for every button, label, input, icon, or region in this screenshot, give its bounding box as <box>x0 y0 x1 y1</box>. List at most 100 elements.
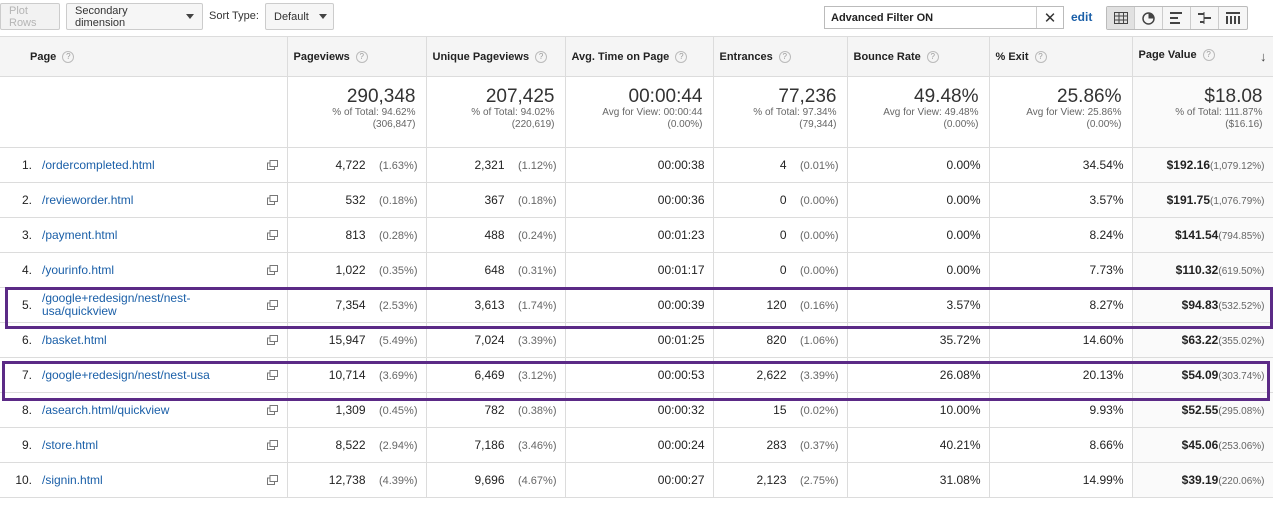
exit-cell: 14.60% <box>989 322 1133 358</box>
cell-value: $110.32 <box>1175 263 1219 277</box>
page-link[interactable]: /ordercompleted.html <box>42 157 155 172</box>
help-icon[interactable]: ? <box>1034 50 1047 63</box>
pageviews-cell: 10,714 (3.69%) <box>287 357 427 393</box>
table-view-icon[interactable] <box>1107 7 1135 29</box>
total-exit: 25.86% Avg for View: 25.86% (0.00%) <box>989 76 1133 148</box>
table-row: 1. /ordercompleted.html 4,722 (1.63%) 2,321 (… <box>0 147 1273 183</box>
page-link[interactable]: /yourinfo.html <box>42 262 115 277</box>
entrances-cell: 0 (0.00%) <box>713 182 848 218</box>
sort-type-dropdown[interactable]: Default <box>265 3 334 30</box>
comparison-view-icon[interactable] <box>1191 7 1219 29</box>
total-note: (79,344) <box>799 119 837 130</box>
pie-view-icon[interactable] <box>1135 7 1163 29</box>
unique-pageviews-cell: 7,186 (3.46%) <box>426 427 566 463</box>
edit-filter-link[interactable]: edit <box>1071 10 1093 24</box>
cell-percent: (0.28%) <box>378 230 418 242</box>
col-header-exit[interactable]: % Exit? <box>989 36 1133 77</box>
pageviews-cell: 8,522 (2.94%) <box>287 427 427 463</box>
page-link[interactable]: /basket.html <box>42 332 107 347</box>
open-page-icon[interactable] <box>266 299 278 310</box>
cell-value: $39.19 <box>1181 473 1219 487</box>
row-index: 3. <box>21 228 32 242</box>
cell-value: 782 <box>484 403 505 417</box>
page-value-cell: $39.19(220.06%) <box>1132 462 1273 498</box>
open-page-icon[interactable] <box>266 439 278 450</box>
total-note: (0.00%) <box>667 119 703 130</box>
col-header-bounce-rate[interactable]: Bounce Rate? <box>847 36 990 77</box>
sort-type-value: Default <box>274 10 309 23</box>
cell-value: 31.08% <box>939 473 981 487</box>
page-link[interactable]: /google+redesign/nest/nest-usa <box>42 367 210 382</box>
advanced-filter-field[interactable]: Advanced Filter ON ✕ <box>824 6 1064 29</box>
page-link[interactable]: /revieworder.html <box>42 192 134 207</box>
cell-value: $63.22 <box>1181 333 1219 347</box>
page-link[interactable]: /asearch.html/quickview <box>42 402 170 417</box>
help-icon[interactable]: ? <box>675 50 688 63</box>
chevron-down-icon <box>186 14 194 19</box>
help-icon[interactable]: ? <box>62 50 75 63</box>
cell-value: 7,354 <box>335 298 366 312</box>
open-page-icon[interactable] <box>266 194 278 205</box>
open-page-icon[interactable] <box>266 334 278 345</box>
avg-time-cell: 00:00:24 <box>565 427 714 463</box>
open-page-icon[interactable] <box>266 264 278 275</box>
sort-descending-icon[interactable]: ↓ <box>1260 49 1267 64</box>
page-link[interactable]: /store.html <box>42 437 99 452</box>
cell-value: $54.09 <box>1181 368 1219 382</box>
col-header-unique-pageviews[interactable]: Unique Pageviews? <box>426 36 566 77</box>
bounce-rate-cell: 0.00% <box>847 217 990 253</box>
plot-rows-button[interactable]: Plot Rows <box>0 3 60 30</box>
total-value: 00:00:44 <box>628 86 703 107</box>
page-link[interactable]: /signin.html <box>42 472 103 487</box>
col-header-page[interactable]: Page? <box>0 36 288 77</box>
page-value-cell: $45.06(253.06%) <box>1132 427 1273 463</box>
row-index: 4. <box>21 263 32 277</box>
help-icon[interactable]: ? <box>355 50 368 63</box>
page-cell: 10. /signin.html <box>0 462 288 498</box>
cell-percent: (1.12%) <box>517 160 557 172</box>
report-toolbar: Plot Rows Secondary dimension Sort Type:… <box>0 0 1273 36</box>
bounce-rate-cell: 0.00% <box>847 147 990 183</box>
cell-value: 3,613 <box>474 298 505 312</box>
avg-time-cell: 00:01:23 <box>565 217 714 253</box>
open-page-icon[interactable] <box>266 369 278 380</box>
open-page-icon[interactable] <box>266 474 278 485</box>
exit-cell: 8.27% <box>989 287 1133 323</box>
unique-pageviews-cell: 782 (0.38%) <box>426 392 566 428</box>
cell-percent: (2.75%) <box>799 475 839 487</box>
total-note: % of Total: 111.87% <box>1175 107 1263 118</box>
page-value-cell: $94.83(532.52%) <box>1132 287 1273 323</box>
pageviews-cell: 12,738 (4.39%) <box>287 462 427 498</box>
cell-value: 00:00:53 <box>657 368 705 382</box>
col-header-page-value[interactable]: Page Value? ↓ <box>1132 36 1273 77</box>
total-value: 207,425 <box>485 86 555 107</box>
help-icon[interactable]: ? <box>778 50 791 63</box>
help-icon[interactable]: ? <box>1202 49 1215 61</box>
secondary-dimension-dropdown[interactable]: Secondary dimension <box>66 3 203 30</box>
col-header-avg-time[interactable]: Avg. Time on Page? <box>565 36 714 77</box>
page-link[interactable]: /google+redesign/nest/nest-usa/quickview <box>42 291 191 318</box>
total-note: % of Total: 94.62% <box>332 107 416 118</box>
page-cell: 4. /yourinfo.html <box>0 252 288 288</box>
totals-spacer <box>0 76 288 148</box>
filter-value: Advanced Filter ON <box>831 11 934 24</box>
cell-value: 00:01:17 <box>657 263 705 277</box>
open-page-icon[interactable] <box>266 159 278 170</box>
clear-filter-icon[interactable]: ✕ <box>1036 7 1063 28</box>
row-index: 10. <box>15 473 32 487</box>
open-page-icon[interactable] <box>266 404 278 415</box>
bar-view-icon[interactable] <box>1163 7 1191 29</box>
col-header-pageviews[interactable]: Pageviews? <box>287 36 427 77</box>
page-link[interactable]: /payment.html <box>42 227 118 242</box>
pivot-view-icon[interactable] <box>1219 7 1247 29</box>
col-label: Unique Pageviews <box>432 50 530 63</box>
avg-time-cell: 00:00:27 <box>565 462 714 498</box>
col-header-entrances[interactable]: Entrances? <box>713 36 848 77</box>
unique-pageviews-cell: 6,469 (3.12%) <box>426 357 566 393</box>
cell-value: 283 <box>766 438 787 452</box>
help-icon[interactable]: ? <box>535 50 548 63</box>
cell-value: 813 <box>345 228 366 242</box>
open-page-icon[interactable] <box>266 229 278 240</box>
help-icon[interactable]: ? <box>926 50 939 63</box>
pageviews-cell: 1,022 (0.35%) <box>287 252 427 288</box>
